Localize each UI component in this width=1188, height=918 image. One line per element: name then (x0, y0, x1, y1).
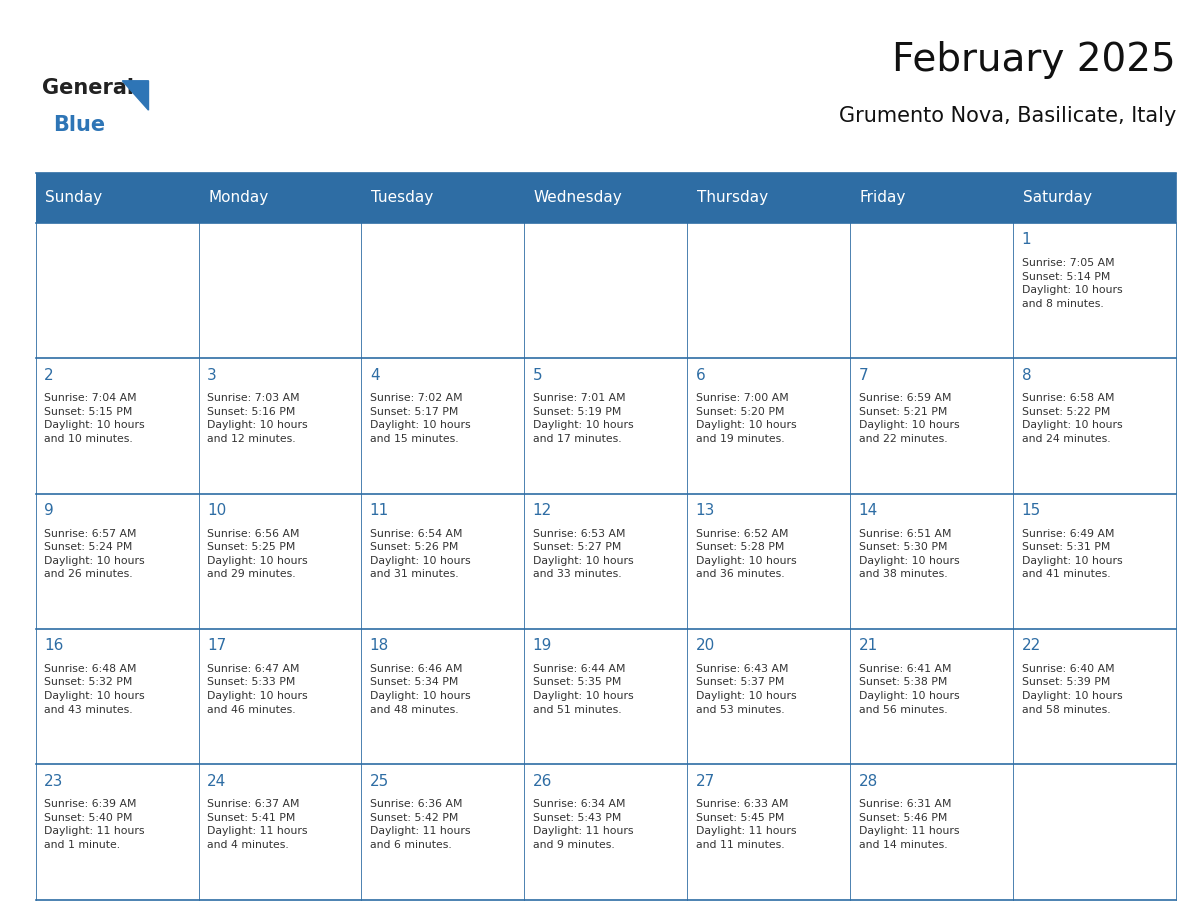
Bar (36, 223, 1176, 358)
Text: February 2025: February 2025 (892, 41, 1176, 79)
Text: 4: 4 (369, 367, 379, 383)
Text: Sunrise: 6:54 AM
Sunset: 5:26 PM
Daylight: 10 hours
and 31 minutes.: Sunrise: 6:54 AM Sunset: 5:26 PM Dayligh… (369, 529, 470, 579)
Text: Sunrise: 6:44 AM
Sunset: 5:35 PM
Daylight: 10 hours
and 51 minutes.: Sunrise: 6:44 AM Sunset: 5:35 PM Dayligh… (532, 664, 633, 715)
Text: Friday: Friday (860, 190, 906, 206)
Text: Sunrise: 6:41 AM
Sunset: 5:38 PM
Daylight: 10 hours
and 56 minutes.: Sunrise: 6:41 AM Sunset: 5:38 PM Dayligh… (859, 664, 959, 715)
Text: 7: 7 (859, 367, 868, 383)
Text: 20: 20 (696, 638, 715, 654)
Text: Sunrise: 7:02 AM
Sunset: 5:17 PM
Daylight: 10 hours
and 15 minutes.: Sunrise: 7:02 AM Sunset: 5:17 PM Dayligh… (369, 393, 470, 444)
Text: 2: 2 (44, 367, 53, 383)
Text: 8: 8 (1022, 367, 1031, 383)
Text: Sunrise: 6:37 AM
Sunset: 5:41 PM
Daylight: 11 hours
and 4 minutes.: Sunrise: 6:37 AM Sunset: 5:41 PM Dayligh… (207, 800, 308, 850)
Polygon shape (122, 81, 148, 110)
Bar (36, 629, 1176, 765)
Text: Sunrise: 6:51 AM
Sunset: 5:30 PM
Daylight: 10 hours
and 38 minutes.: Sunrise: 6:51 AM Sunset: 5:30 PM Dayligh… (859, 529, 959, 579)
Text: Grumento Nova, Basilicate, Italy: Grumento Nova, Basilicate, Italy (839, 106, 1176, 126)
Text: 13: 13 (696, 503, 715, 518)
Text: 24: 24 (207, 774, 226, 789)
Text: 26: 26 (532, 774, 552, 789)
Text: 19: 19 (532, 638, 552, 654)
Text: Sunrise: 7:03 AM
Sunset: 5:16 PM
Daylight: 10 hours
and 12 minutes.: Sunrise: 7:03 AM Sunset: 5:16 PM Dayligh… (207, 393, 308, 444)
Text: 15: 15 (1022, 503, 1041, 518)
Text: 11: 11 (369, 503, 388, 518)
Text: Sunrise: 6:34 AM
Sunset: 5:43 PM
Daylight: 11 hours
and 9 minutes.: Sunrise: 6:34 AM Sunset: 5:43 PM Dayligh… (532, 800, 633, 850)
Bar (36, 765, 1176, 900)
Text: Sunrise: 6:47 AM
Sunset: 5:33 PM
Daylight: 10 hours
and 46 minutes.: Sunrise: 6:47 AM Sunset: 5:33 PM Dayligh… (207, 664, 308, 715)
Text: 10: 10 (207, 503, 226, 518)
Text: 25: 25 (369, 774, 388, 789)
Text: Sunrise: 6:58 AM
Sunset: 5:22 PM
Daylight: 10 hours
and 24 minutes.: Sunrise: 6:58 AM Sunset: 5:22 PM Dayligh… (1022, 393, 1123, 444)
Text: Monday: Monday (208, 190, 268, 206)
Text: Sunrise: 6:52 AM
Sunset: 5:28 PM
Daylight: 10 hours
and 36 minutes.: Sunrise: 6:52 AM Sunset: 5:28 PM Dayligh… (696, 529, 796, 579)
Bar (36, 173, 1176, 223)
Text: Sunrise: 6:49 AM
Sunset: 5:31 PM
Daylight: 10 hours
and 41 minutes.: Sunrise: 6:49 AM Sunset: 5:31 PM Dayligh… (1022, 529, 1123, 579)
Text: 22: 22 (1022, 638, 1041, 654)
Text: Thursday: Thursday (697, 190, 767, 206)
Text: Sunrise: 6:36 AM
Sunset: 5:42 PM
Daylight: 11 hours
and 6 minutes.: Sunrise: 6:36 AM Sunset: 5:42 PM Dayligh… (369, 800, 470, 850)
Text: Sunrise: 6:43 AM
Sunset: 5:37 PM
Daylight: 10 hours
and 53 minutes.: Sunrise: 6:43 AM Sunset: 5:37 PM Dayligh… (696, 664, 796, 715)
Text: 16: 16 (44, 638, 63, 654)
Text: 6: 6 (696, 367, 706, 383)
Text: Sunrise: 7:00 AM
Sunset: 5:20 PM
Daylight: 10 hours
and 19 minutes.: Sunrise: 7:00 AM Sunset: 5:20 PM Dayligh… (696, 393, 796, 444)
Text: Sunday: Sunday (45, 190, 102, 206)
Text: Sunrise: 6:48 AM
Sunset: 5:32 PM
Daylight: 10 hours
and 43 minutes.: Sunrise: 6:48 AM Sunset: 5:32 PM Dayligh… (44, 664, 145, 715)
Text: 5: 5 (532, 367, 543, 383)
Text: 28: 28 (859, 774, 878, 789)
Text: 23: 23 (44, 774, 63, 789)
Text: Sunrise: 6:31 AM
Sunset: 5:46 PM
Daylight: 11 hours
and 14 minutes.: Sunrise: 6:31 AM Sunset: 5:46 PM Dayligh… (859, 800, 959, 850)
Text: 27: 27 (696, 774, 715, 789)
Text: 18: 18 (369, 638, 388, 654)
Text: Sunrise: 7:04 AM
Sunset: 5:15 PM
Daylight: 10 hours
and 10 minutes.: Sunrise: 7:04 AM Sunset: 5:15 PM Dayligh… (44, 393, 145, 444)
Text: Sunrise: 6:40 AM
Sunset: 5:39 PM
Daylight: 10 hours
and 58 minutes.: Sunrise: 6:40 AM Sunset: 5:39 PM Dayligh… (1022, 664, 1123, 715)
Text: 3: 3 (207, 367, 216, 383)
Text: 14: 14 (859, 503, 878, 518)
Text: 9: 9 (44, 503, 53, 518)
Text: 1: 1 (1022, 232, 1031, 247)
Text: Blue: Blue (53, 115, 106, 135)
Text: Sunrise: 6:46 AM
Sunset: 5:34 PM
Daylight: 10 hours
and 48 minutes.: Sunrise: 6:46 AM Sunset: 5:34 PM Dayligh… (369, 664, 470, 715)
Text: 12: 12 (532, 503, 552, 518)
Text: Sunrise: 7:01 AM
Sunset: 5:19 PM
Daylight: 10 hours
and 17 minutes.: Sunrise: 7:01 AM Sunset: 5:19 PM Dayligh… (532, 393, 633, 444)
Text: Sunrise: 6:59 AM
Sunset: 5:21 PM
Daylight: 10 hours
and 22 minutes.: Sunrise: 6:59 AM Sunset: 5:21 PM Dayligh… (859, 393, 959, 444)
Text: Sunrise: 6:57 AM
Sunset: 5:24 PM
Daylight: 10 hours
and 26 minutes.: Sunrise: 6:57 AM Sunset: 5:24 PM Dayligh… (44, 529, 145, 579)
Text: Sunrise: 7:05 AM
Sunset: 5:14 PM
Daylight: 10 hours
and 8 minutes.: Sunrise: 7:05 AM Sunset: 5:14 PM Dayligh… (1022, 258, 1123, 308)
Bar (36, 494, 1176, 629)
Text: General: General (42, 78, 133, 98)
Text: Sunrise: 6:33 AM
Sunset: 5:45 PM
Daylight: 11 hours
and 11 minutes.: Sunrise: 6:33 AM Sunset: 5:45 PM Dayligh… (696, 800, 796, 850)
Text: Sunrise: 6:39 AM
Sunset: 5:40 PM
Daylight: 11 hours
and 1 minute.: Sunrise: 6:39 AM Sunset: 5:40 PM Dayligh… (44, 800, 145, 850)
Text: Saturday: Saturday (1023, 190, 1092, 206)
Text: 17: 17 (207, 638, 226, 654)
Text: Sunrise: 6:53 AM
Sunset: 5:27 PM
Daylight: 10 hours
and 33 minutes.: Sunrise: 6:53 AM Sunset: 5:27 PM Dayligh… (532, 529, 633, 579)
Text: Sunrise: 6:56 AM
Sunset: 5:25 PM
Daylight: 10 hours
and 29 minutes.: Sunrise: 6:56 AM Sunset: 5:25 PM Dayligh… (207, 529, 308, 579)
Text: Wednesday: Wednesday (533, 190, 623, 206)
Text: Tuesday: Tuesday (371, 190, 434, 206)
Text: 21: 21 (859, 638, 878, 654)
Bar (36, 358, 1176, 494)
